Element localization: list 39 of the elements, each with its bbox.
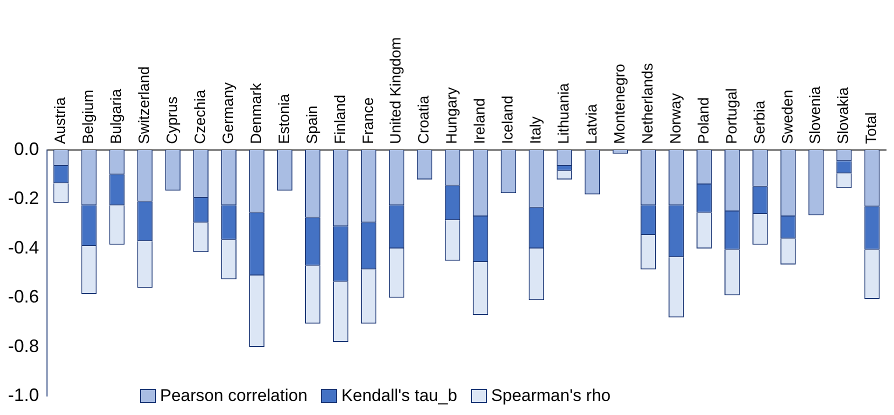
x-tick-label: Total	[863, 112, 880, 144]
x-tick-label: Slovakia	[835, 86, 852, 144]
x-tick-label: Iceland	[500, 96, 517, 144]
x-tick-label: Hungary	[444, 86, 461, 144]
y-tick-label: -0.4	[8, 237, 40, 258]
x-tick-label: Serbia	[751, 100, 768, 144]
x-tick-label: Bulgaria	[108, 88, 126, 144]
x-tick-label: Poland	[695, 97, 712, 144]
y-tick-label: 0.0	[14, 138, 40, 159]
x-tick-label: Belgium	[80, 90, 98, 144]
legend-label: Pearson correlation	[160, 386, 308, 406]
x-tick-label: Cyprus	[164, 96, 182, 144]
y-tick-label: -0.8	[8, 336, 40, 356]
x-tick-label: Austria	[52, 96, 70, 144]
y-tick-label: -1.0	[8, 385, 40, 406]
x-tick-label: Ireland	[472, 98, 489, 144]
x-tick-label: Montenegro	[611, 64, 628, 144]
x-tick-label: United Kingdom	[388, 37, 405, 144]
x-tick-label: Netherlands	[639, 63, 656, 144]
x-tick-label: Sweden	[779, 90, 796, 144]
x-tick-label: Estonia	[276, 93, 293, 144]
x-tick-label: Lithuania	[556, 82, 573, 144]
x-tick-label: Norway	[667, 92, 684, 144]
legend-label: Spearman's rho	[491, 386, 611, 406]
x-tick-label: Germany	[220, 82, 237, 144]
y-tick-label: -0.2	[8, 188, 40, 208]
x-tick-label: France	[360, 97, 377, 144]
y-tick-label: -0.6	[8, 286, 40, 307]
x-tick-label: Czechia	[192, 89, 209, 144]
x-tick-label: Denmark	[248, 82, 265, 144]
x-tick-label: Slovenia	[807, 86, 824, 144]
x-tick-label: Finland	[332, 94, 349, 144]
x-tick-label: Spain	[304, 106, 321, 144]
x-tick-label: Italy	[528, 116, 545, 144]
x-tick-label: Switzerland	[136, 66, 154, 144]
legend-label: Kendall's tau_b	[341, 386, 458, 406]
x-tick-label: Latvia	[583, 103, 600, 144]
x-tick-label: Portugal	[723, 88, 740, 144]
x-tick-label: Croatia	[416, 94, 433, 144]
